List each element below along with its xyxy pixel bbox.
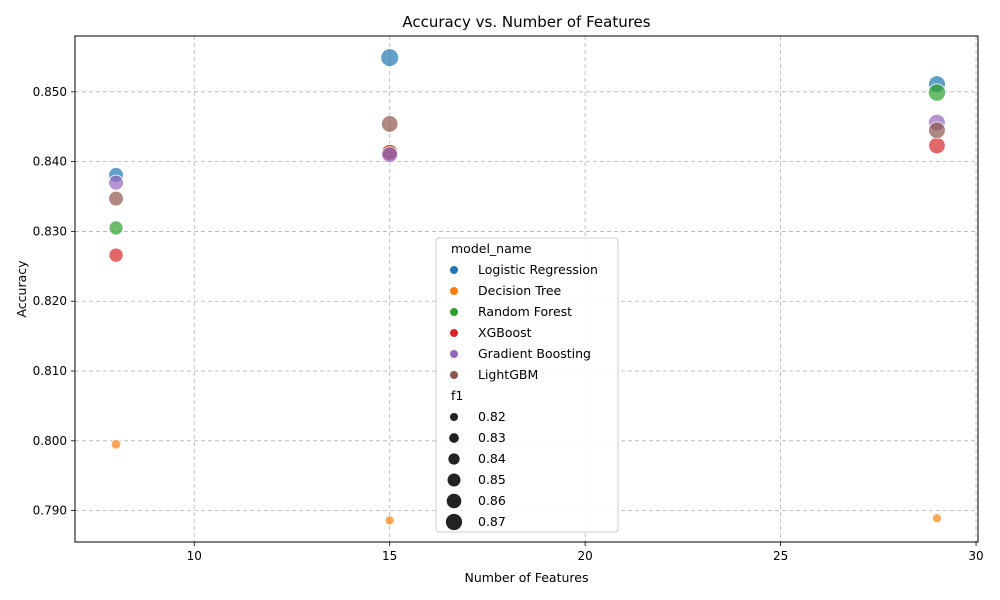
legend-marker: [450, 308, 458, 316]
legend: model_name Logistic Regression Decision Tr…: [435, 237, 619, 533]
data-point: [108, 247, 124, 263]
data-point: [108, 190, 124, 207]
legend-size-marker: [449, 412, 459, 422]
axis-ticks: 10 15 20 25 300.7900.8000.8100.8200.8300.840…: [33, 85, 984, 563]
legend-size-label: 0.87: [478, 514, 506, 529]
chart-title: Accuracy vs. Number of Features: [402, 13, 650, 31]
data-point: [108, 220, 124, 236]
x-tick-label: 20: [577, 549, 592, 563]
x-tick-label: 10: [187, 549, 202, 563]
data-point: [384, 515, 395, 526]
legend-size-title: f1: [451, 388, 463, 403]
data-point: [927, 83, 946, 102]
x-tick-label: 25: [773, 549, 788, 563]
legend-label: Decision Tree: [478, 283, 562, 298]
legend-size-marker: [447, 473, 461, 487]
legend-marker: [450, 329, 458, 337]
legend-size-label: 0.86: [478, 493, 506, 508]
data-points: [108, 48, 946, 526]
data-point: [380, 48, 399, 67]
legend-label: XGBoost: [478, 325, 532, 340]
legend-hue-title: model_name: [451, 241, 532, 256]
legend-size-label: 0.85: [478, 472, 506, 487]
legend-marker: [450, 350, 458, 358]
legend-size-marker: [448, 453, 460, 465]
legend-marker: [450, 371, 458, 379]
data-point: [928, 136, 946, 155]
legend-size-label: 0.84: [478, 451, 506, 466]
legend-label: Random Forest: [478, 304, 572, 319]
data-point: [932, 513, 942, 524]
legend-marker: [450, 266, 458, 274]
data-point: [928, 121, 946, 139]
legend-label: Logistic Regression: [478, 262, 598, 277]
legend-label: LightGBM: [478, 367, 538, 382]
data-point: [381, 146, 399, 163]
data-point: [108, 174, 124, 191]
x-tick-label: 30: [968, 549, 983, 563]
plot-frame: [74, 35, 979, 543]
legend-marker: [450, 287, 458, 295]
y-tick-label: 0.840: [33, 155, 67, 169]
data-point: [381, 115, 399, 133]
y-tick-label: 0.810: [33, 364, 67, 378]
legend-size-marker: [449, 433, 459, 443]
x-tick-label: 15: [382, 549, 397, 563]
y-tick-label: 0.850: [33, 85, 67, 99]
y-tick-label: 0.830: [33, 224, 67, 238]
legend-size-marker: [446, 493, 462, 509]
legend-box: [435, 237, 619, 533]
x-axis-label: Number of Features: [465, 570, 589, 585]
legend-size-marker: [445, 513, 463, 531]
y-axis-label: Accuracy: [14, 260, 29, 318]
legend-size-label: 0.82: [478, 409, 506, 424]
y-tick-label: 0.790: [33, 504, 67, 518]
y-tick-label: 0.820: [33, 294, 67, 308]
legend-size-label: 0.83: [478, 430, 506, 445]
legend-label: Gradient Boosting: [478, 346, 591, 361]
y-tick-label: 0.800: [33, 434, 67, 448]
data-point: [110, 439, 122, 450]
